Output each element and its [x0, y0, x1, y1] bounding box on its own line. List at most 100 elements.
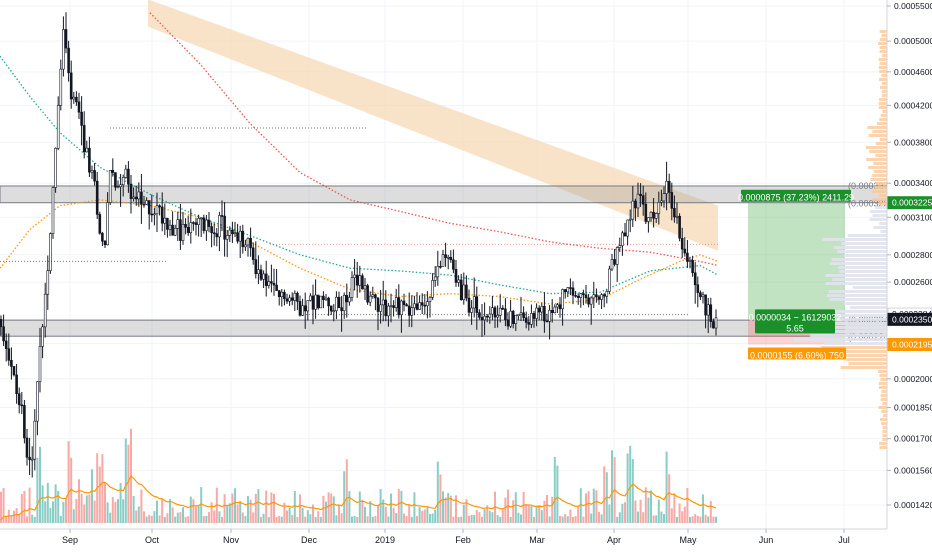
- candle-body: [155, 205, 159, 215]
- volume-bar: [585, 493, 587, 523]
- volume-bar: [559, 515, 561, 523]
- profile-bar: [841, 350, 887, 353]
- candle-body: [459, 279, 463, 300]
- profile-bar: [882, 434, 887, 437]
- candle-body: [311, 295, 315, 310]
- volume-bar: [670, 508, 673, 523]
- price-axis[interactable]: 0.0005500 0.0005000 0.0004600 0.0004200 0.00…: [886, 0, 932, 550]
- candle-body: [186, 227, 190, 233]
- candle-body: [33, 420, 37, 460]
- price-tick-label: 0.0005500: [894, 1, 932, 11]
- volume-bar: [85, 495, 88, 523]
- candle-body: [111, 169, 115, 173]
- volume-bar: [338, 504, 340, 523]
- candle-body: [181, 223, 185, 241]
- volume-ma-line: [0, 475, 717, 521]
- candle-body: [506, 319, 510, 327]
- candle-body: [166, 217, 169, 230]
- candle-body: [704, 294, 707, 316]
- candle-body: [519, 312, 523, 316]
- profile-bar: [880, 86, 887, 89]
- volume-bar: [75, 498, 78, 523]
- volume-bar: [499, 516, 502, 523]
- profile-bar: [839, 270, 887, 273]
- candle-body: [0, 319, 3, 328]
- price-label: 0.0002195: [892, 340, 932, 350]
- candle-body: [7, 348, 11, 361]
- candle-body: [314, 294, 317, 310]
- candle-body: [623, 232, 627, 237]
- volume-bar: [668, 474, 671, 523]
- volume-bar: [702, 494, 704, 523]
- volume-bar: [330, 493, 333, 523]
- volume-bar: [460, 516, 463, 523]
- volume-bar: [470, 515, 473, 523]
- profile-bar: [879, 62, 887, 65]
- candle-body: [665, 180, 668, 194]
- candle-body: [363, 285, 367, 290]
- profile-bar: [852, 286, 887, 289]
- candle-body: [2, 326, 5, 342]
- volume-bar: [572, 516, 574, 523]
- candle-body: [345, 295, 349, 303]
- volume-bar: [114, 501, 117, 523]
- volume-bar: [169, 499, 171, 523]
- candle-body: [712, 321, 715, 329]
- candle-body: [285, 298, 289, 302]
- volume-bar: [551, 496, 554, 523]
- volume-bar: [413, 492, 416, 523]
- volume-bar: [481, 516, 483, 523]
- profile-bar: [848, 362, 887, 365]
- profile-bar: [841, 242, 887, 245]
- profile-bar: [882, 54, 887, 57]
- volume-bar: [371, 516, 374, 523]
- candle-body: [540, 305, 544, 313]
- volume-bar: [150, 515, 153, 523]
- candle-body: [566, 287, 570, 293]
- candle-body: [509, 310, 512, 327]
- candle-body: [207, 219, 211, 227]
- volume-bar: [117, 499, 119, 523]
- candle-body: [342, 295, 346, 312]
- candle-body: [693, 272, 697, 286]
- volume-bar: [278, 515, 281, 523]
- profile-bar: [831, 258, 887, 261]
- candle-body: [10, 359, 13, 367]
- profile-bar: [869, 210, 887, 213]
- candle-body: [394, 297, 398, 308]
- profile-bar: [880, 394, 887, 397]
- volume-bar: [104, 482, 106, 523]
- candle-body: [558, 304, 562, 310]
- candle-body: [329, 305, 333, 312]
- volume-bar: [161, 498, 164, 523]
- profile-bar: [879, 446, 887, 449]
- time-axis[interactable]: Sep Oct Nov Dec 2019 Feb Mar Apr May Jun Jul: [0, 528, 932, 550]
- candle-body: [49, 233, 52, 271]
- support-zone-bottom-label: (0.0002245): [848, 332, 897, 342]
- profile-bar: [882, 426, 887, 429]
- time-tick-label: Oct: [145, 535, 160, 545]
- candle-body: [701, 294, 705, 298]
- candle-body: [30, 458, 34, 461]
- candle-body: [576, 295, 580, 298]
- candle-body: [103, 240, 107, 246]
- position-labels: 0.0000875 (37.23%) 2411.29 0.0000034 ~ 16…: [738, 189, 854, 361]
- profile-bar: [878, 66, 887, 69]
- volume-bar: [187, 516, 190, 523]
- candle-body: [142, 203, 146, 206]
- candle-body: [517, 314, 520, 317]
- candle-body: [392, 305, 395, 308]
- volume-bar: [644, 487, 647, 523]
- candle-body: [290, 297, 294, 301]
- candle-body: [706, 304, 710, 316]
- candle-body: [119, 184, 122, 188]
- volume-bar: [192, 499, 195, 523]
- candle-body: [569, 287, 572, 289]
- time-tick-label: Mar: [529, 535, 545, 545]
- volume-bar: [80, 493, 83, 523]
- profile-bar: [878, 382, 887, 385]
- profile-bar: [792, 338, 887, 341]
- profile-bar: [825, 318, 887, 321]
